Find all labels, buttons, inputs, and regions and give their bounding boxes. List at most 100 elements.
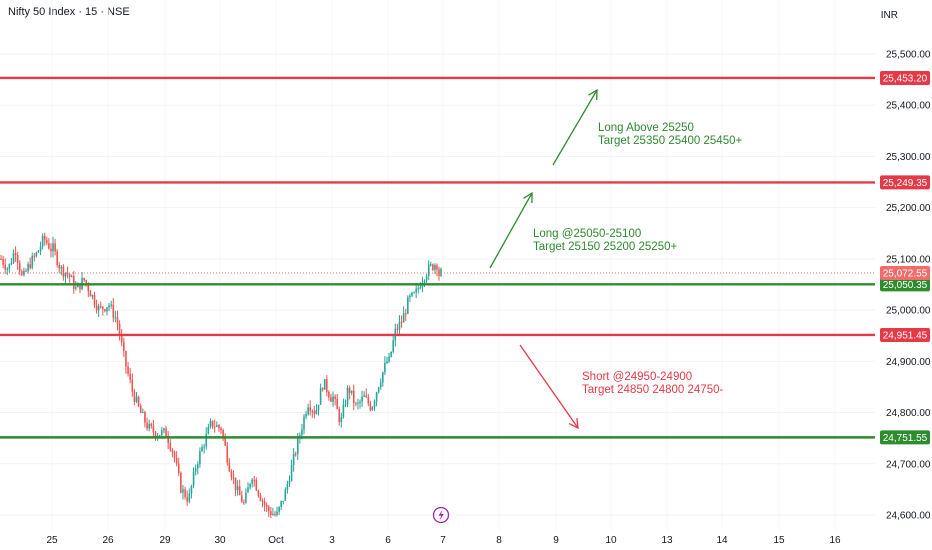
candle-body: [384, 363, 386, 373]
price-tag-label: 24,751.55: [883, 433, 928, 444]
currency-label: INR: [880, 10, 898, 21]
candle-body: [10, 262, 13, 264]
candle-body: [97, 306, 100, 311]
candle-body: [255, 479, 258, 491]
x-tick-label: 30: [214, 535, 226, 546]
annotation-arrows: [489, 88, 598, 430]
lightning-icon[interactable]: [438, 509, 444, 521]
candle-body: [236, 486, 239, 491]
candle-body: [43, 235, 46, 240]
candle-body: [311, 411, 314, 413]
candle-body: [243, 502, 245, 504]
candle-body: [163, 428, 165, 431]
candle-body: [2, 258, 4, 265]
candle-body: [186, 497, 189, 502]
candle-body: [139, 405, 142, 413]
candle-body: [85, 280, 88, 285]
x-tick-label: 6: [385, 535, 391, 546]
candle-body: [54, 243, 56, 252]
y-axis[interactable]: 24,600.00 24,700.00 24,800.00 24,900.00 25,0…: [880, 50, 931, 522]
annotation-arrow: [552, 89, 598, 166]
candle-body: [16, 254, 19, 264]
grid-layer: [0, 53, 875, 516]
price-tag: [880, 277, 930, 292]
candle-body: [417, 288, 420, 290]
candle-body: [440, 269, 442, 276]
candle-body: [352, 390, 355, 404]
x-tick-label: 26: [102, 535, 114, 546]
candle-body: [12, 253, 15, 263]
y-tick-label: 25,200.00: [886, 203, 931, 214]
candle-body: [388, 356, 390, 362]
annotation-arrow: [489, 192, 533, 269]
candle-body: [66, 272, 69, 275]
candle-body: [118, 323, 121, 336]
y-tick-label: 25,400.00: [886, 101, 931, 112]
candle-body: [348, 387, 351, 393]
candle-body: [259, 495, 262, 501]
candle-body: [309, 407, 312, 412]
annotation-text: Long Above 25250: [598, 122, 694, 134]
candle-body: [152, 426, 155, 433]
candle-body: [427, 264, 430, 277]
candle-body: [201, 446, 203, 452]
candle-body: [99, 306, 102, 308]
price-tag: [880, 327, 930, 342]
candle-body: [404, 313, 407, 315]
candle-body: [323, 379, 326, 390]
candle-body: [4, 264, 6, 270]
candle-body: [133, 391, 136, 402]
candle-body: [150, 423, 153, 427]
candle-body: [125, 351, 127, 367]
candle-body: [95, 305, 98, 311]
candle-body: [407, 297, 409, 314]
candle-body: [220, 428, 222, 431]
price-tag: [880, 175, 930, 190]
candle-body: [190, 485, 193, 494]
x-axis[interactable]: 25 26 29 30 Oct 3 6 7 8 9 10 13 14 15 16: [46, 535, 841, 546]
candle-body: [226, 445, 229, 463]
candle-body: [137, 396, 140, 406]
candle-body: [392, 340, 395, 352]
candle-body: [123, 342, 125, 352]
candle-body: [379, 382, 382, 388]
y-tick-label: 25,500.00: [886, 50, 931, 61]
candle-body: [328, 391, 330, 398]
candle-body: [6, 268, 9, 270]
candle-body: [218, 425, 220, 429]
annotation-text: Target 24850 24800 24750-: [582, 384, 723, 396]
candle-body: [272, 514, 274, 516]
candle-body: [18, 263, 21, 272]
candle-body: [60, 266, 63, 269]
candle-body: [27, 264, 29, 272]
candle-body: [276, 511, 278, 516]
candle-body: [102, 306, 104, 310]
candle-body: [64, 272, 67, 277]
candle-body: [253, 479, 256, 481]
candle-body: [209, 420, 212, 427]
candle-body: [267, 506, 270, 512]
candle-body: [104, 309, 106, 312]
candle-body: [367, 397, 370, 404]
x-tick-label: 16: [829, 535, 841, 546]
candle-body: [135, 396, 138, 402]
candle-body: [93, 295, 96, 306]
candles: [0, 232, 442, 519]
candle-body: [375, 392, 378, 402]
y-tick-label: 25,300.00: [886, 152, 931, 163]
candle-body: [336, 399, 338, 410]
candle-body: [222, 430, 224, 437]
level-lines: [0, 76, 875, 439]
lightning-icon-circle[interactable]: [432, 506, 450, 524]
candle-body: [413, 292, 415, 294]
candle-body: [270, 511, 272, 515]
candle-body: [23, 270, 25, 275]
candle-body: [70, 276, 73, 278]
candle-body: [112, 304, 115, 318]
annotation-text: Target 25350 25400 25450+: [598, 135, 742, 147]
candle-body: [72, 276, 75, 289]
annotation-text: Short @24950-24900: [582, 371, 692, 383]
event-marker[interactable]: [432, 506, 450, 524]
